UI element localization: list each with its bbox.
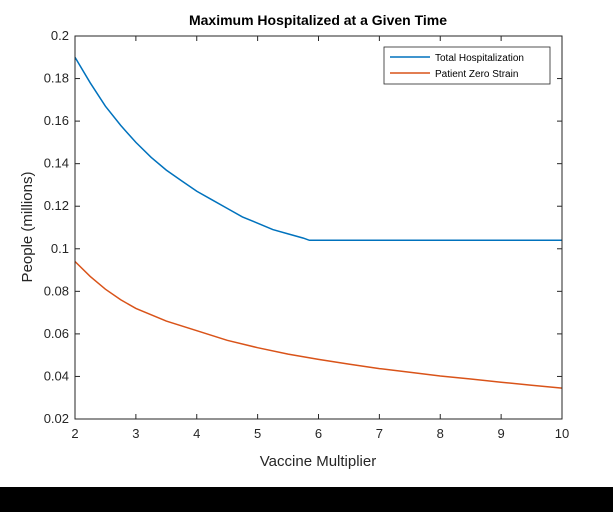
y-tick-label: 0.1	[51, 241, 69, 256]
x-axis-title: Vaccine Multiplier	[260, 453, 376, 470]
x-tick-label: 4	[193, 426, 200, 441]
x-tick-label: 2	[71, 426, 78, 441]
figure-canvas: Maximum Hospitalized at a Given Time 2 3 4…	[0, 0, 613, 487]
series-line-patient-zero-strain	[74, 260, 563, 389]
y-tick-label: 0.02	[44, 411, 69, 426]
y-tick-label: 0.04	[44, 368, 69, 383]
x-tick-label: 5	[254, 426, 261, 441]
series-layer	[74, 56, 563, 389]
chart-svg: Maximum Hospitalized at a Given Time 2 3 4…	[19, 12, 569, 470]
x-tick-label: 9	[498, 426, 505, 441]
y-tick-label: 0.18	[44, 71, 69, 86]
legend-label-total-hospitalization: Total Hospitalization	[435, 53, 524, 64]
legend: Total Hospitalization Patient Zero Strai…	[383, 46, 551, 85]
y-tick-label: 0.16	[44, 113, 69, 128]
x-tick-label: 7	[376, 426, 383, 441]
x-tick-label: 3	[132, 426, 139, 441]
y-tick-label: 0.12	[44, 198, 69, 213]
y-tick-label: 0.2	[51, 28, 69, 43]
y-tick-label: 0.14	[44, 156, 69, 171]
x-tick-label: 10	[555, 426, 569, 441]
legend-label-patient-zero-strain: Patient Zero Strain	[435, 69, 518, 80]
plot-area-box	[74, 35, 563, 420]
y-tick-label: 0.08	[44, 283, 69, 298]
series-line-total-hospitalization	[74, 56, 562, 242]
y-axis-title: People (millions)	[19, 172, 36, 283]
y-tick-label: 0.06	[44, 326, 69, 341]
chart-title: Maximum Hospitalized at a Given Time	[189, 12, 447, 28]
x-tick-label: 8	[437, 426, 444, 441]
legend-box	[383, 46, 551, 85]
y-axis-ticks: 0.02 0.04 0.06 0.08 0.1 0.12 0.14 0.16 0.18 0.2	[44, 28, 562, 426]
x-axis-ticks: 2 3 4 5 6 7 8 9 10	[71, 36, 569, 441]
x-tick-label: 6	[315, 426, 322, 441]
